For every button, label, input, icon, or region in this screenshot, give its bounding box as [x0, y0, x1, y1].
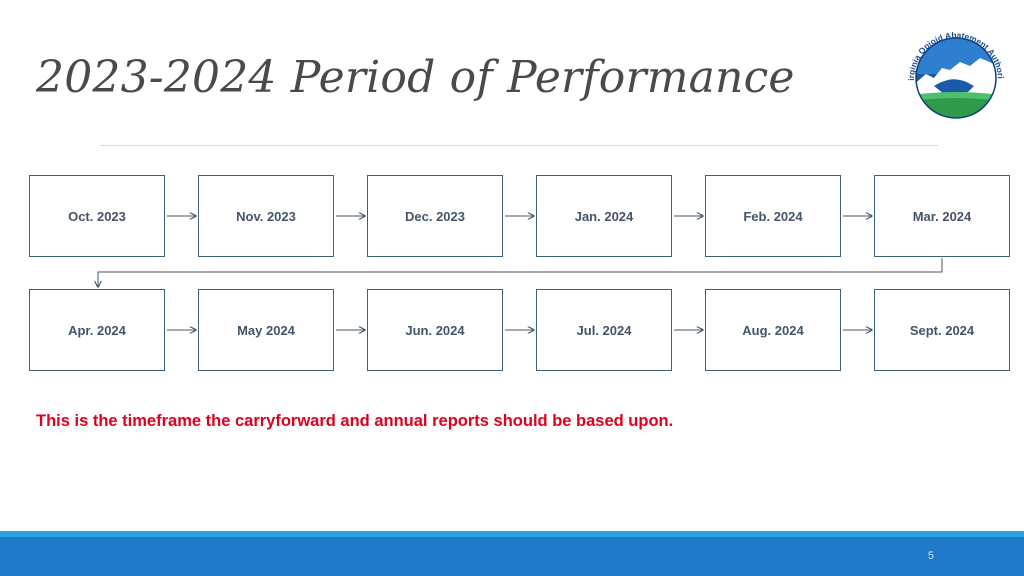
page-number: 5: [927, 550, 934, 562]
month-box-oct-2023: Oct. 2023: [29, 175, 165, 257]
footer-accent-line: [0, 531, 1024, 537]
month-box-sept-2024: Sept. 2024: [874, 289, 1010, 371]
month-label: Dec. 2023: [405, 208, 465, 224]
month-label: Nov. 2023: [236, 208, 296, 224]
month-label: Oct. 2023: [68, 208, 126, 224]
month-label: Aug. 2024: [742, 322, 804, 338]
month-label: Jan. 2024: [574, 208, 634, 224]
month-box-jul-2024: Jul. 2024: [536, 289, 672, 371]
month-label: Apr. 2024: [68, 322, 126, 338]
month-label: Jun. 2024: [405, 322, 465, 338]
month-box-aug-2024: Aug. 2024: [705, 289, 841, 371]
month-label: Feb. 2024: [743, 208, 803, 224]
month-box-feb-2024: Feb. 2024: [705, 175, 841, 257]
month-box-mar-2024: Mar. 2024: [874, 175, 1010, 257]
month-label: May 2024: [237, 322, 295, 338]
slide-title: 2023-2024 Period of Performance: [36, 52, 795, 103]
month-box-may-2024: May 2024: [198, 289, 334, 371]
month-box-apr-2024: Apr. 2024: [29, 289, 165, 371]
month-box-nov-2023: Nov. 2023: [198, 175, 334, 257]
month-label: Jul. 2024: [576, 322, 632, 338]
title-divider: [100, 145, 938, 146]
month-box-jun-2024: Jun. 2024: [367, 289, 503, 371]
month-label: Sept. 2024: [909, 322, 975, 338]
month-box-dec-2023: Dec. 2023: [367, 175, 503, 257]
row-wrap-connector: [98, 258, 943, 287]
month-box-jan-2024: Jan. 2024: [536, 175, 672, 257]
month-label: Mar. 2024: [912, 208, 972, 224]
timeframe-note: This is the timeframe the carryforward a…: [36, 412, 674, 430]
footer-bar: 5: [0, 537, 1024, 576]
oaa-logo: Virginia Opioid Abatement Authority: [904, 24, 1006, 119]
